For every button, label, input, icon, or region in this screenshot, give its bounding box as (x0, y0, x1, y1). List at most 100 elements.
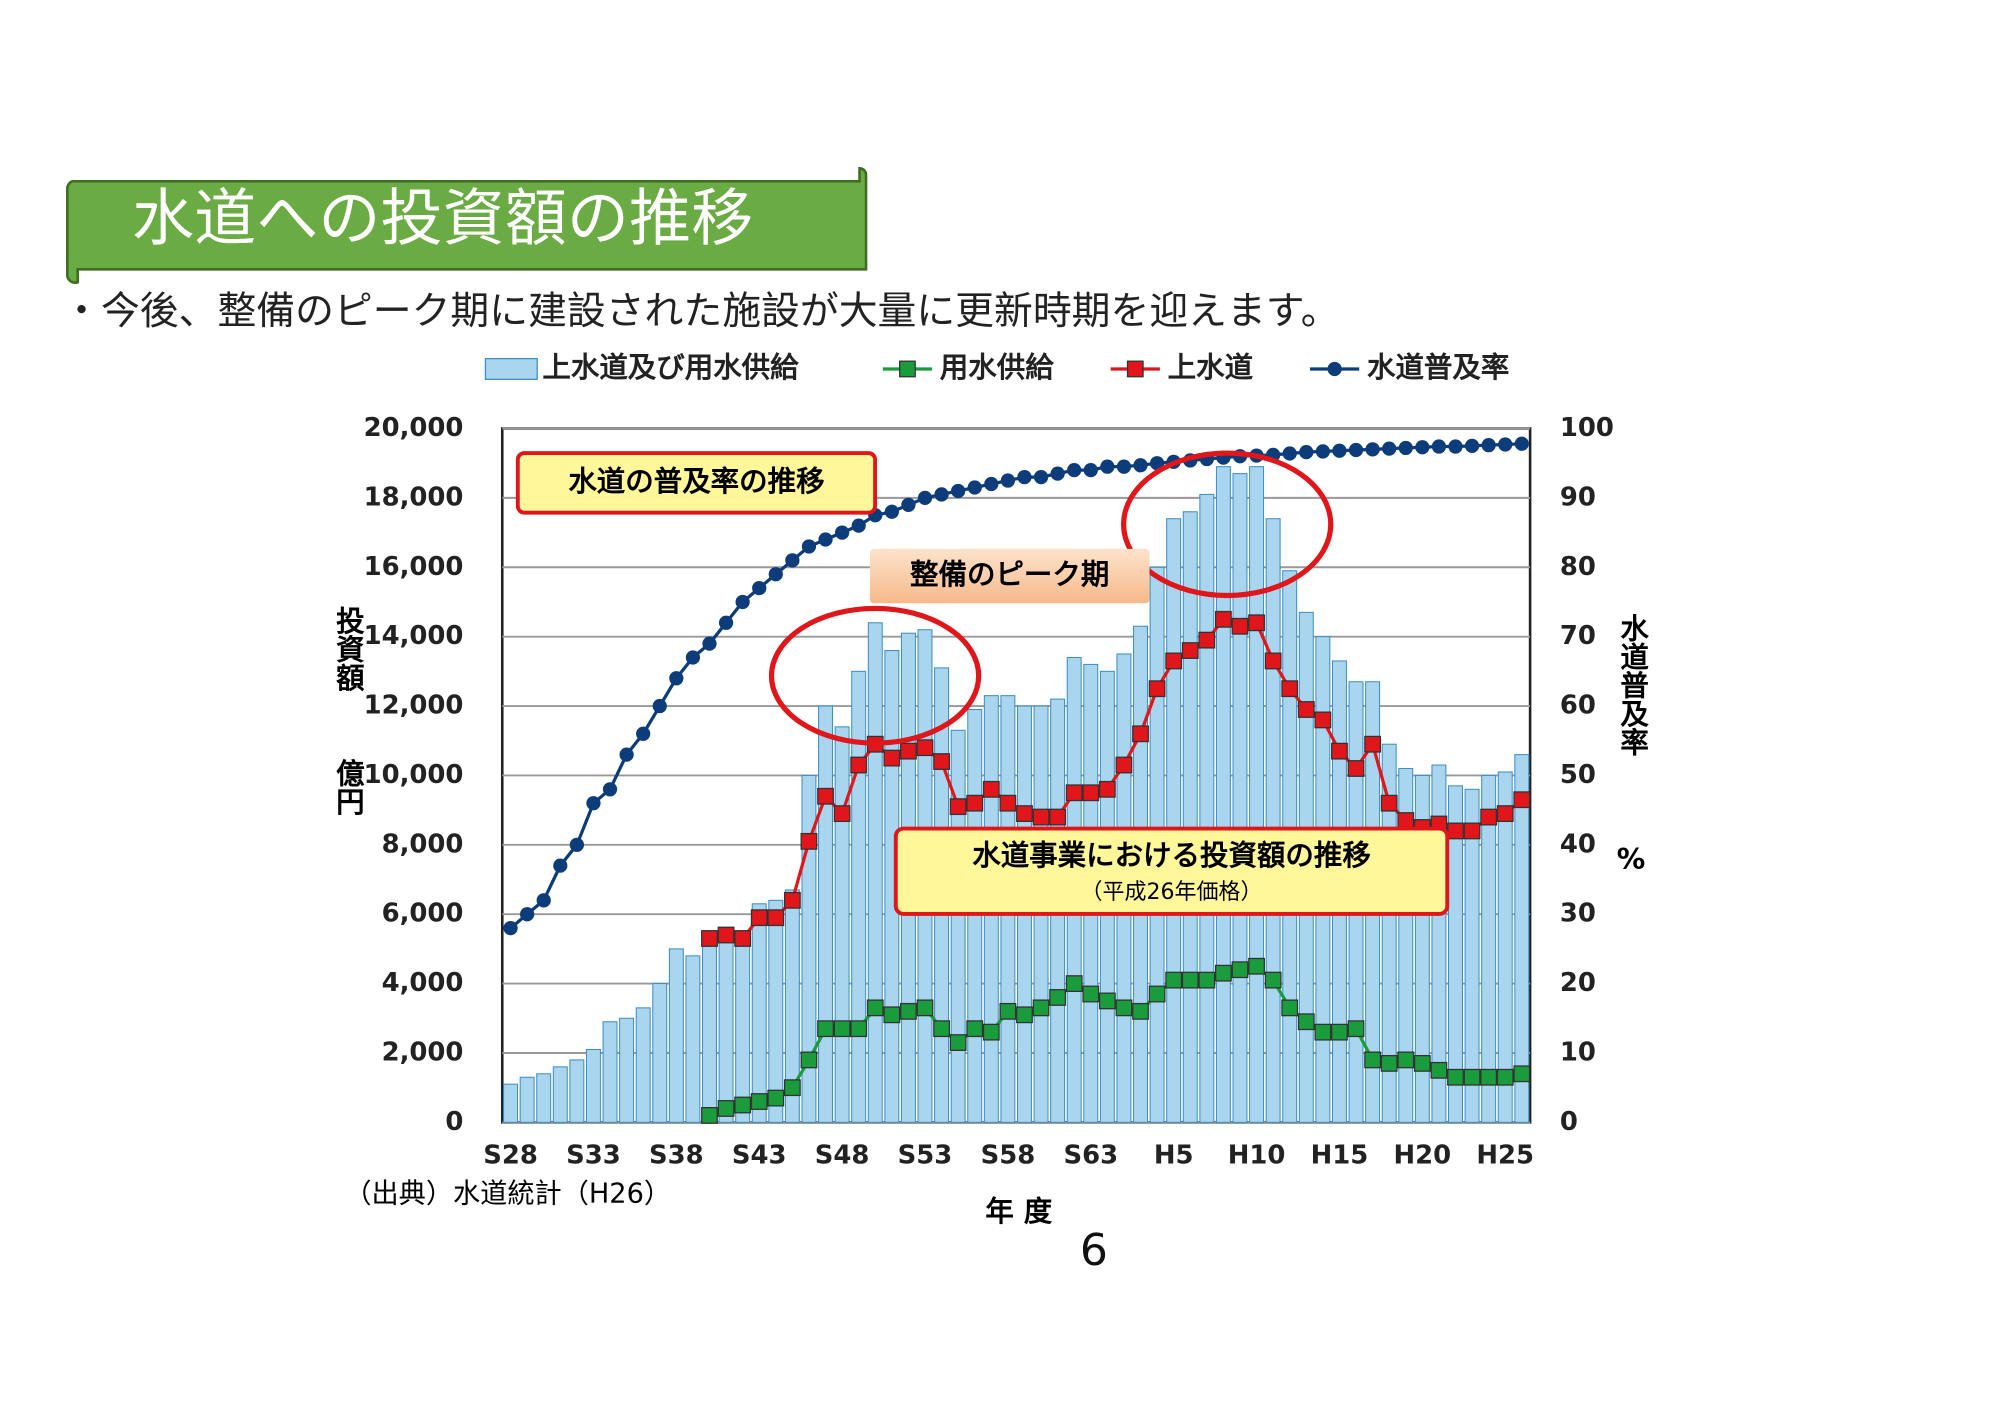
marker (1297, 1013, 1315, 1031)
legend-label: 上水道 (1168, 351, 1254, 384)
marker (768, 567, 783, 582)
slide-title: 水道への投資額の推移 (132, 182, 753, 255)
bar (519, 1076, 535, 1123)
bar (569, 1059, 585, 1123)
y-tick-label: 10,000 (364, 760, 464, 790)
annotation-box (893, 826, 1450, 916)
marker (1397, 812, 1415, 829)
y-tick-label: 6,000 (382, 899, 464, 929)
legend-label: 水道普及率 (1367, 351, 1509, 384)
marker (718, 615, 734, 630)
marker (785, 553, 800, 568)
marker (917, 490, 933, 506)
marker (1181, 971, 1199, 989)
marker (1282, 446, 1297, 461)
bar (1182, 511, 1198, 1123)
y2-tick-label: 80 (1560, 552, 1596, 582)
y2-tick-label: 70 (1560, 621, 1596, 651)
marker (602, 782, 618, 797)
marker (636, 726, 651, 741)
marker (1098, 780, 1116, 798)
marker (949, 798, 967, 816)
marker (1281, 999, 1299, 1017)
marker (735, 594, 750, 610)
marker (1165, 971, 1183, 989)
marker (586, 796, 601, 811)
bar (503, 1083, 519, 1123)
marker (1331, 742, 1348, 760)
marker (752, 580, 767, 596)
marker (866, 999, 884, 1017)
y2-tick-label: 30 (1560, 899, 1596, 929)
bar (1232, 473, 1248, 1123)
marker (1430, 1061, 1448, 1079)
y2-axis-label: 水道普及率 (1616, 614, 1649, 756)
marker (1033, 469, 1049, 485)
bar (818, 705, 834, 1123)
marker (1165, 652, 1183, 670)
legend-label: 上水道及び用水供給 (542, 351, 799, 384)
marker (1397, 1051, 1415, 1069)
marker (750, 909, 768, 927)
marker (767, 1089, 785, 1107)
marker (1098, 992, 1116, 1010)
marker (1231, 961, 1249, 979)
y2-tick-label: 50 (1560, 760, 1596, 790)
bar (768, 899, 784, 1123)
marker (1413, 1054, 1431, 1072)
bar (801, 774, 817, 1123)
bar (635, 1007, 651, 1123)
marker (1380, 794, 1398, 812)
marker (1463, 1068, 1481, 1086)
marker (801, 539, 817, 554)
bar (685, 955, 701, 1123)
annotation: 水道の普及率の推移 (568, 465, 824, 498)
marker (734, 1096, 752, 1114)
marker (503, 920, 518, 936)
x-tick-label: S33 (566, 1141, 621, 1171)
marker (1514, 436, 1529, 451)
marker (702, 636, 717, 651)
chart: 0 2,000 4,000 6,000 8,000 10,000 12,000 14,000 1… (364, 413, 1614, 1171)
marker (884, 504, 899, 519)
bullet: ・今後、整備のピーク期に建設された施設が大量に更新時期を迎えます。 (62, 289, 1339, 334)
marker (916, 739, 934, 757)
bar (1448, 785, 1463, 1123)
marker (1464, 438, 1480, 453)
marker (900, 742, 917, 760)
marker (1248, 957, 1265, 975)
x-tick-label: S63 (1063, 1141, 1118, 1171)
y-tick-label: 16,000 (364, 552, 464, 582)
y2-tick-label: 20 (1560, 968, 1596, 998)
annotation-box (515, 451, 878, 515)
marker (1314, 1023, 1332, 1041)
marker (949, 1034, 967, 1051)
marker (1198, 631, 1216, 649)
marker (783, 891, 801, 909)
marker (999, 794, 1017, 812)
y-tick-label: 0 (445, 1107, 463, 1137)
marker (1364, 1051, 1382, 1069)
marker (1116, 459, 1132, 474)
marker (834, 525, 850, 540)
y-tick-label: 14,000 (364, 621, 464, 651)
marker (1082, 784, 1100, 802)
bar (1497, 771, 1513, 1123)
marker (1498, 437, 1513, 452)
marker (901, 497, 916, 512)
y-tick-label: 18,000 (364, 482, 464, 512)
bar (967, 708, 983, 1123)
source: （出典）水道統計（H26） (344, 1178, 671, 1209)
marker (934, 487, 949, 502)
bar (652, 983, 668, 1123)
marker (933, 753, 950, 770)
y-tick-label: 2,000 (382, 1037, 464, 1067)
x-tick-label: H10 (1228, 1141, 1286, 1171)
marker (1083, 463, 1098, 478)
x-tick-label: H15 (1311, 1141, 1369, 1171)
y-tick-label: 20,000 (364, 413, 464, 443)
legend: 上水道及び用水供給 用水供給 上水道 水道普及率 (484, 351, 1509, 384)
bar (718, 931, 734, 1123)
marker (1347, 1020, 1365, 1038)
marker (701, 1107, 718, 1124)
